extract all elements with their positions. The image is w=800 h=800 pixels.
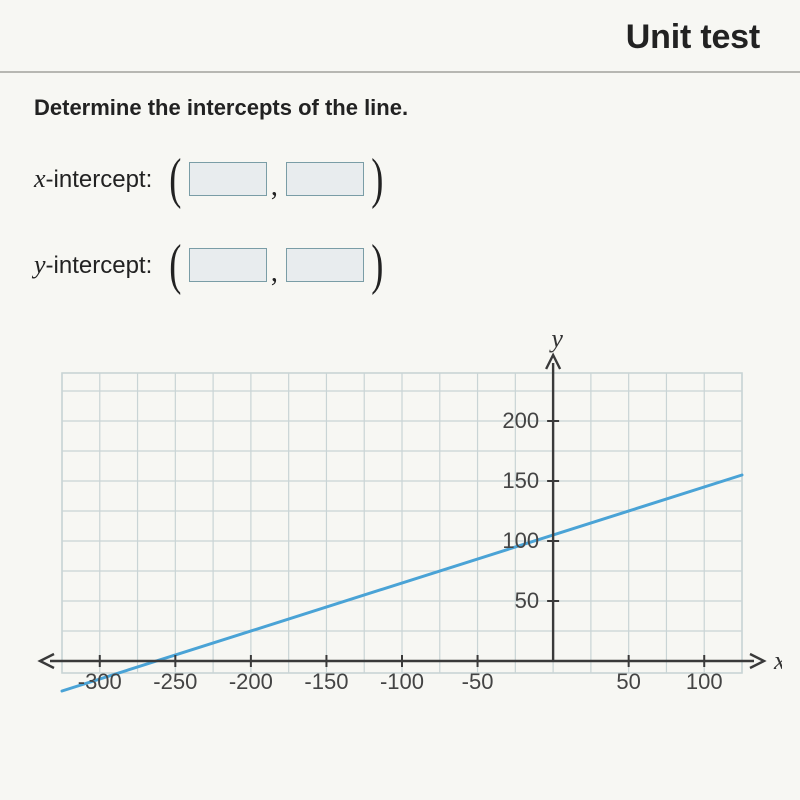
x-intercept-x-input[interactable] [189, 162, 267, 196]
svg-text:-100: -100 [380, 669, 424, 694]
svg-text:-300: -300 [78, 669, 122, 694]
svg-text:y: y [548, 324, 563, 353]
svg-text:150: 150 [502, 468, 539, 493]
chart-container: -300 -250 -200 -150 -100 -50 50 100 50 100 150 200 y… [22, 323, 782, 703]
svg-text:-150: -150 [304, 669, 348, 694]
svg-text:200: 200 [502, 408, 539, 433]
question-text: Determine the intercepts of the line. [34, 95, 766, 121]
svg-text:-250: -250 [153, 669, 197, 694]
y-intercept-row: y-intercept: ( , ) [34, 237, 766, 293]
intercept-chart: -300 -250 -200 -150 -100 -50 50 100 50 100 150 200 y… [22, 323, 782, 703]
y-intercept-label: y-intercept: [34, 250, 152, 280]
svg-text:-200: -200 [229, 669, 273, 694]
x-intercept-y-input[interactable] [286, 162, 364, 196]
svg-text:50: 50 [515, 588, 539, 613]
svg-text:100: 100 [686, 669, 723, 694]
content-area: Determine the intercepts of the line. x-… [0, 73, 800, 703]
left-paren-icon: ( [170, 237, 182, 293]
right-paren-icon: ) [371, 151, 383, 207]
svg-text:x: x [773, 646, 782, 675]
svg-text:-50: -50 [462, 669, 494, 694]
y-intercept-y-input[interactable] [286, 248, 364, 282]
x-intercept-row: x-intercept: ( , ) [34, 151, 766, 207]
svg-text:100: 100 [502, 528, 539, 553]
comma-separator: , [271, 171, 282, 207]
right-paren-icon: ) [371, 237, 383, 293]
y-intercept-x-input[interactable] [189, 248, 267, 282]
comma-separator: , [271, 257, 282, 293]
svg-text:50: 50 [616, 669, 640, 694]
x-intercept-label: x-intercept: [34, 164, 152, 194]
left-paren-icon: ( [170, 151, 182, 207]
page-title: Unit test [0, 0, 800, 71]
